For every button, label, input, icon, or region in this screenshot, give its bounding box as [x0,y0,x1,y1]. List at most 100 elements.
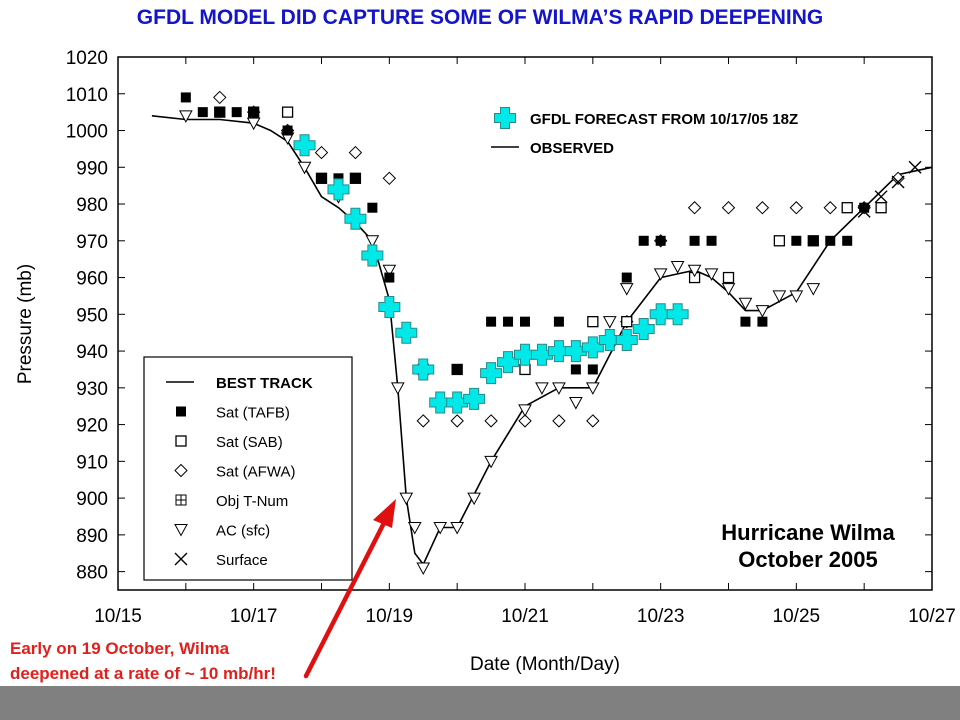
top-legend-label: GFDL FORECAST FROM 10/17/05 18Z [530,111,798,128]
point-sat-afwa [755,201,770,215]
point-ac-sfc [653,268,668,281]
point-sat-tafb [248,107,259,118]
point-sat-tafb [791,235,802,246]
point-sat-tafb [520,316,530,327]
point-sat-afwa [789,201,804,215]
point-sat-sab [875,202,887,214]
x-tick-label: 10/25 [773,606,821,627]
y-tick-label: 930 [76,379,108,400]
triangle-shape [365,235,380,248]
chart-annotation: October 2005 [738,547,877,572]
point-gfdl-forecast-from-10-17-05-18z [530,343,553,366]
legend-marker-filled-square [176,406,186,417]
point-sat-afwa [450,414,464,428]
point-sat-tafb [231,107,242,118]
point-sat-tafb [333,173,344,184]
filled-square-shape [503,316,514,327]
point-gfdl-forecast-from-10-17-05-18z [446,391,469,414]
filled-square-shape [638,235,649,246]
cross-shape [530,343,553,366]
diamond-shape [755,201,770,215]
point-ac-sfc [569,397,583,410]
triangle-shape [484,455,498,469]
x-tick-label: 10/19 [366,606,414,627]
point-sat-tafb [180,92,191,103]
point-gfdl-forecast-from-10-17-05-18z [395,321,418,344]
point-gfdl-forecast-from-10-17-05-18z [378,295,401,318]
point-sat-sab [281,106,294,118]
point-ac-sfc [721,283,736,296]
legend-marker-open-square [175,435,187,447]
triangle-shape [518,404,532,417]
cross-shape [378,295,401,318]
legend-marker-plus-square [175,494,187,506]
point-sat-afwa [721,201,736,215]
point-sat-tafb [808,235,819,246]
point-gfdl-forecast-from-10-17-05-18z [327,178,350,201]
triangle-shape [178,110,193,123]
cross-shape [649,303,672,326]
open-square-shape [841,202,853,214]
diamond-shape [552,414,566,428]
legend-label: Sat (AFWA) [216,464,295,481]
y-tick-label: 1000 [66,122,108,143]
diamond-shape [721,201,736,215]
cross-shape [412,358,435,381]
triangle-shape [433,522,448,535]
diamond-shape [891,171,905,186]
point-sat-sab [841,202,853,214]
open-square-shape [875,202,887,214]
point-sat-afwa [484,414,498,428]
point-ac-sfc [399,492,414,506]
x-tick-label: 10/27 [908,606,956,627]
series-layer [151,90,933,575]
triangle-shape [246,117,261,131]
point-sat-tafb [757,316,768,327]
triangle-shape [789,290,804,303]
point-ac-sfc [789,290,804,303]
triangle-shape [399,492,414,506]
x-tick-label: 10/23 [637,606,685,627]
plus-square-cross [176,495,186,505]
point-ac-sfc [297,161,312,175]
legend-label: BEST TRACK [216,375,313,392]
point-sat-afwa [552,414,566,428]
y-tick-label: 900 [76,489,108,510]
cross-shape [494,107,516,129]
diamond-shape [518,414,532,428]
point-sat-tafb [282,125,293,136]
x-tick-label: 10/17 [230,606,278,627]
triangle-shape [297,161,312,175]
point-ac-sfc [552,382,566,395]
filled-square-shape [231,107,242,118]
legend-label: Sat (TAFB) [216,405,290,422]
chart-text: 880 890 900 910 920 930 940 950 960 970 980 990 1000… [15,48,956,675]
open-square-shape [621,316,633,328]
point-sat-tafb [655,235,666,246]
point-ac-sfc [755,305,770,318]
x-shape [857,204,871,218]
point-sat-afwa [518,414,532,428]
point-ac-sfc [365,235,380,248]
cross-shape [293,134,316,157]
point-gfdl-forecast-from-10-17-05-18z [480,362,503,385]
x-tick-label: 10/15 [94,606,142,627]
callout-text: Early on 19 October, Wilma [10,639,230,658]
cross-shape [632,318,655,341]
cross-shape [564,340,587,363]
point-gfdl-forecast-from-10-17-05-18z [463,387,486,410]
point-surface [908,160,922,174]
filled-square-shape [520,316,530,327]
point-sat-tafb [214,107,225,118]
point-sat-afwa [823,201,837,215]
filled-square-shape [176,406,186,417]
diamond-shape [416,414,430,428]
filled-square-shape [757,316,768,327]
y-tick-label: 990 [76,158,108,179]
triangle-shape [755,305,770,318]
point-gfdl-forecast-from-10-17-05-18z [429,391,452,414]
filled-square-shape [180,92,191,103]
point-gfdl-forecast-from-10-17-05-18z [361,244,384,267]
